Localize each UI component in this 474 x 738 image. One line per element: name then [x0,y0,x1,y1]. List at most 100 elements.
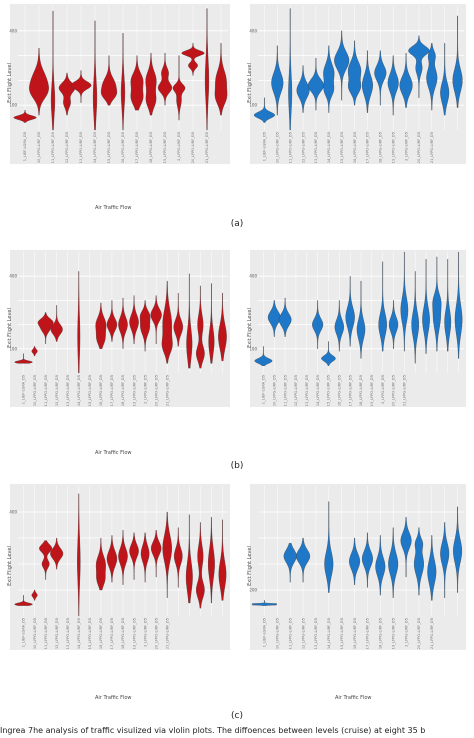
violin [361,532,373,588]
violin [37,312,54,345]
chart-c-left: 400 1_LIEF-LGRA_D5 10_LFPG-LIRF_D5 11_LFPO-… [9,486,228,649]
violin [347,40,362,106]
x-tick-label: 14_LFPG-LIRF_D5 [93,132,97,163]
violin [408,35,430,98]
violin [321,341,336,366]
violin [208,283,215,364]
x-tick-label: 2_LFPG-LIRF_D5 [143,375,147,404]
violin [139,300,151,352]
x-tick-label: 14_LFPG-LIRF_D5 [316,375,320,406]
x-tick-label: 19_LFPO-LIRF_D5 [132,618,136,649]
violin [324,501,334,593]
violin [411,271,419,364]
x-tick-label: 1_LIEF-LGRA_D5 [23,132,27,161]
violin [204,8,210,131]
violin [140,532,150,583]
chart-c-right: 200 1_LIEF-LGRA_D5 10_LFPG-LIRF_D5 11_LFPO-… [249,486,464,649]
violin [214,43,228,116]
violin [413,527,424,596]
x-tick-label: 11_LFPO-LIRF_D5 [44,375,48,406]
panel-label-b: (b) [230,461,244,471]
x-tick-label: 20_LFPO-LIRF_D5 [392,375,396,406]
violin [150,295,162,345]
x-tick-label: 18_LFPG-LIRF_D5 [359,375,363,406]
violin [106,535,118,583]
x-axis-title: Air Traffic Flow [95,205,132,211]
violin [150,530,162,578]
violin [162,511,172,598]
x-tick-label: 16_LFPG-LIRF_D5 [353,618,357,649]
x-tick-label: 15_LFPO-LIRF_D5 [107,132,111,163]
violin [388,300,399,349]
x-tick-label: 2_LFPG-LIRF_D5 [404,132,408,161]
violin [185,514,193,604]
violin [145,52,157,116]
violin [129,532,139,580]
violin [334,30,350,101]
chart-b-left: 100 400 1_LIEF-LGRA_D5 10_LFPG-LIRF_D5 11_LF… [9,252,228,406]
panel-b-left: 100 400 1_LIEF-LGRA_D5 10_LFPG-LIRF_D5 11_LF… [9,250,230,407]
chart-a-right: 100 400 1_LIEF-LGRA_D5 10_LFPG-LIRF_D5 11_LF… [249,6,464,163]
x-tick-label: 18_LFPG-LIRF_D5 [379,618,383,649]
violin [334,300,344,352]
violin [440,43,450,116]
x-tick-label: 15_LFPO-LIRF_D5 [88,375,92,406]
x-axis-title: Air Traffic Flow [335,695,372,701]
x-tick-label: 11_LFPO-LIRF_D5 [51,132,55,163]
violin [374,50,387,106]
x-tick-label: 14_LFPG-LIRF_D5 [77,618,81,649]
violin [432,256,442,352]
x-tick-label: 11_LFPO-LIRF_D5 [288,132,292,163]
y-axis-title: Exit Flight Level [6,63,13,103]
violin [254,346,273,366]
y-tick-label: 100 [9,346,17,351]
x-tick-label: 20_LFPO-LIRF_D5 [417,132,421,163]
violin [307,57,324,111]
y-tick-label: 200 [249,588,257,593]
x-tick-label: 12_LFPG-LIRF_D5 [65,132,69,163]
violin [444,259,452,352]
x-tick-label: 13_LFPO-LIRF_D5 [66,375,70,406]
y-tick-label: 100 [9,103,17,108]
x-tick-label: 1_LIEF-LGRA_D5 [22,375,26,404]
violin [378,261,387,352]
x-tick-label: 15_LFPO-LIRF_D5 [327,375,331,406]
violin [118,530,128,585]
violin [296,537,311,583]
y-tick-label: 400 [9,28,17,33]
violin [452,15,463,108]
x-tick-label: 14_LFPG-LIRF_D5 [327,618,331,649]
x-tick-label: 16_LFPG-LIRF_D5 [338,375,342,406]
violin [387,55,399,116]
x-tick-label: 18_LFPG-LIRF_D5 [379,132,383,163]
x-tick-label: 11_LFPO-LIRF_D5 [288,618,292,649]
violin [323,45,335,113]
violin [427,535,437,601]
x-axis-title: Air Traffic Flow [95,450,132,456]
panel-c-right: 200 1_LIEF-LGRA_D5 10_LFPG-LIRF_D5 11_LFPO-… [249,484,466,650]
violin [267,300,281,337]
violin [356,280,366,359]
x-tick-label: 10_LFPG-LIRF_D5 [276,618,280,649]
violin [253,97,276,123]
violin [130,55,144,111]
x-tick-label: 18_LFPG-LIRF_D5 [149,132,153,163]
x-tick-label: 10_LFPG-LIRF_D5 [33,375,37,406]
x-tick-label: 20_LFPO-LIRF_D5 [417,618,421,649]
x-tick-label: 10_LFPG-LIRF_D5 [276,132,280,163]
x-tick-label: 10_LFPG-LIRF_D5 [33,618,37,649]
violin [106,300,118,342]
x-tick-label: 16_LFPG-LIRF_D5 [99,618,103,649]
x-tick-label: 13_LFPO-LIRF_D5 [314,618,318,649]
x-tick-label: 17_LFPO-LIRF_D5 [366,618,370,649]
violin [157,52,173,106]
violin [400,251,409,352]
violin [388,527,399,598]
violin [453,506,463,593]
violin [345,276,355,347]
x-tick-label: 20_LFPO-LIRF_D5 [191,132,195,163]
x-tick-label: 17_LFPO-LIRF_D5 [135,132,139,163]
y-axis-title: Exit Flight Level [246,308,253,348]
y-tick-label: 400 [9,274,17,279]
panel-a-left: 100 400 1_LIEF-LGRA_D5 10_LFPG-LIRF_D5 11_LF… [9,4,230,164]
